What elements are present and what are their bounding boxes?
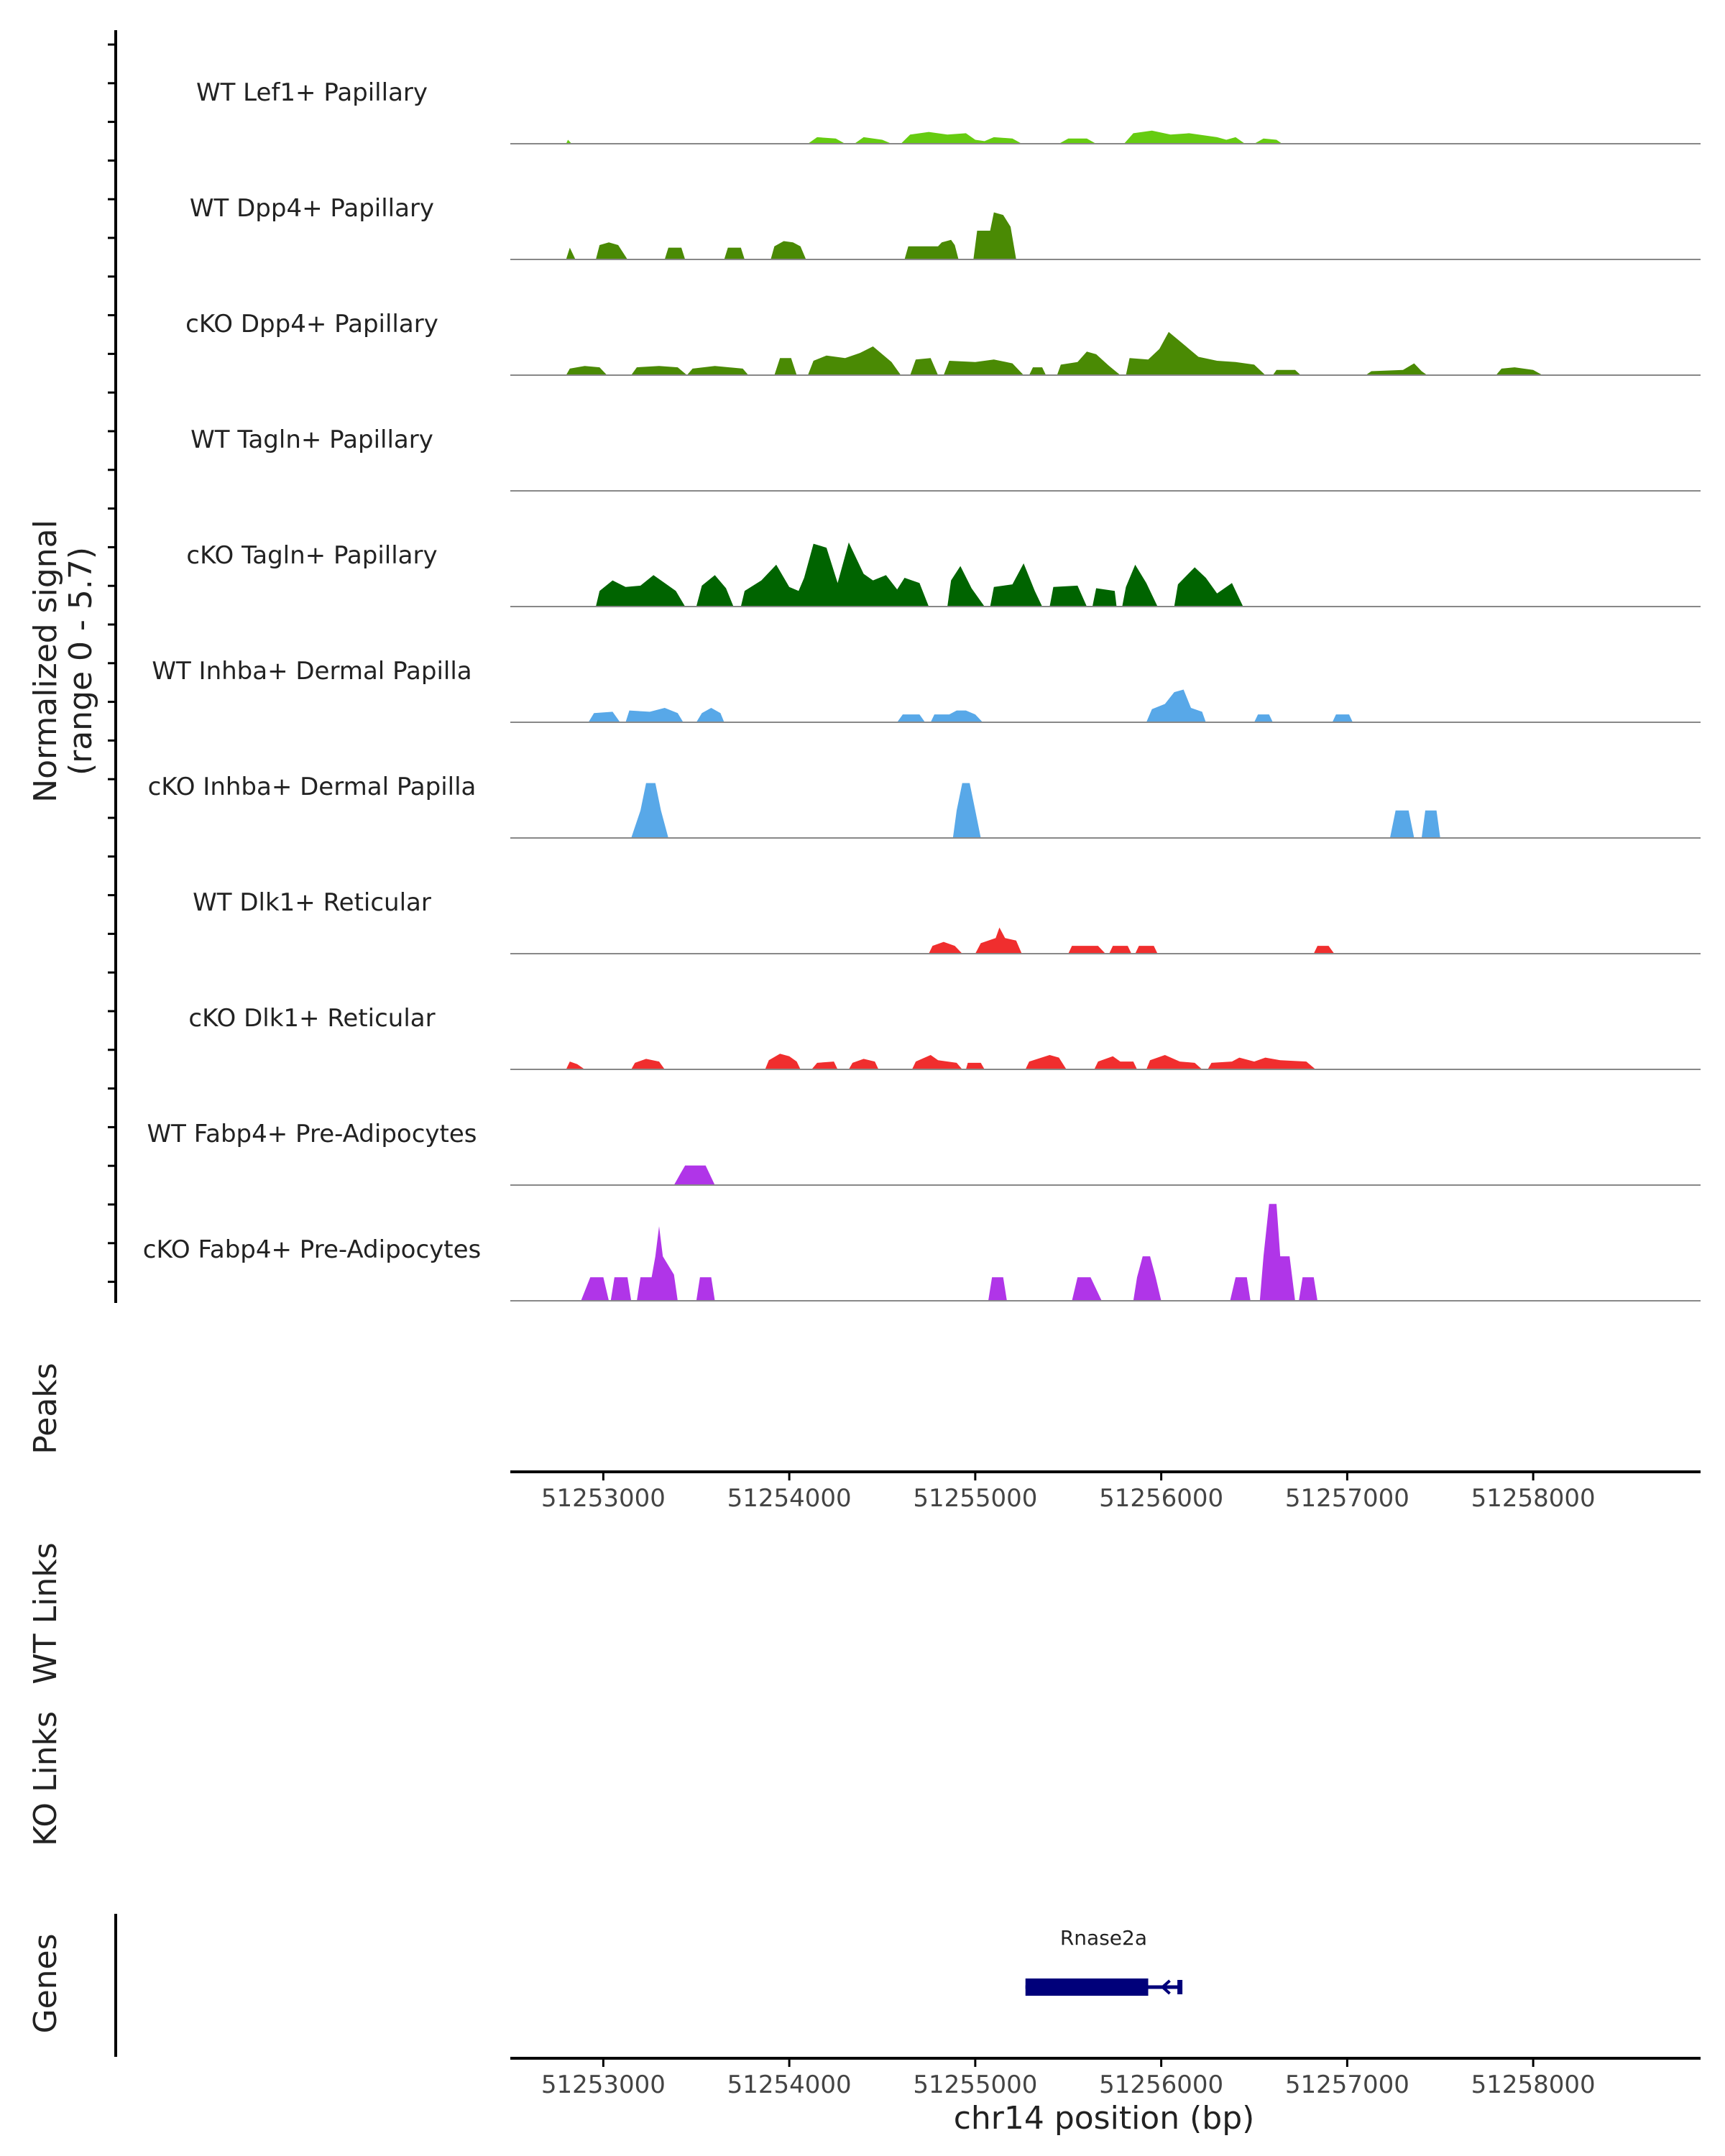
- gene-exon-block: [1025, 1978, 1149, 1996]
- genes-x-tick-label: 51255000: [913, 2070, 1037, 2099]
- coverage-area-wt-inhba-dermal-papilla: [588, 689, 1353, 722]
- genes-panel-label: Genes: [27, 1933, 64, 2033]
- x-axis-peaks: 51253000 51254000 51255000 51256000 51257000…: [510, 1470, 1701, 1513]
- track-label-cko-inhba-dermal-papilla: cKO Inhba+ Dermal Papilla: [148, 773, 477, 801]
- y-axis-title-line2: (range 0 - 5.7): [63, 547, 99, 775]
- peaks-x-tick-label: 51258000: [1471, 1484, 1596, 1513]
- genes-x-tick-label: 51256000: [1099, 2070, 1223, 2099]
- coverage-area-cko-tagln-papillary: [596, 542, 1243, 607]
- coverage-area-cko-dpp4-papillary: [566, 331, 1543, 375]
- coverage-area-cko-fabp4-pre-adipocytes: [581, 1204, 1317, 1301]
- track-label-cko-dlk1-reticular: cKO Dlk1+ Reticular: [188, 1004, 435, 1033]
- peaks-x-tick-label: 51256000: [1099, 1484, 1223, 1513]
- peaks-x-tick-label: 51254000: [727, 1484, 852, 1513]
- coverage-area-wt-lef1-papillary: [566, 130, 1282, 144]
- gene-end-exon: [1177, 1980, 1183, 1994]
- track-label-wt-tagln-papillary: WT Tagln+ Papillary: [190, 425, 433, 454]
- ko-links-panel-label: KO Links: [27, 1711, 64, 1846]
- y-axis-title-line1: Normalized signal: [27, 520, 64, 803]
- coverage-area-wt-dlk1-reticular: [929, 927, 1335, 954]
- peaks-x-tick-label: 51253000: [541, 1484, 666, 1513]
- track-label-wt-inhba-dermal-papilla: WT Inhba+ Dermal Papilla: [152, 657, 472, 686]
- peaks-panel-label: Peaks: [27, 1363, 64, 1454]
- peaks-x-tick-label: 51257000: [1285, 1484, 1409, 1513]
- genes-x-tick-label: 51257000: [1285, 2070, 1409, 2099]
- wt-links-panel-label: WT Links: [27, 1542, 64, 1684]
- track-label-cko-fabp4-pre-adipocytes: cKO Fabp4+ Pre-Adipocytes: [143, 1235, 482, 1264]
- coverage-area-cko-inhba-dermal-papilla: [631, 783, 1440, 838]
- track-label-wt-fabp4-pre-adipocytes: WT Fabp4+ Pre-Adipocytes: [147, 1120, 477, 1148]
- coverage-tracks: WT Lef1+ Papillary WT Dpp4+ Papillary cKO …: [143, 78, 1701, 1302]
- gene-annotation-track: Rnase2a: [1025, 1926, 1183, 1996]
- track-label-wt-dlk1-reticular: WT Dlk1+ Reticular: [193, 888, 431, 917]
- y-axis-title: Normalized signal (range 0 - 5.7): [27, 520, 99, 803]
- genes-x-tick-label: 51258000: [1471, 2070, 1596, 2099]
- gene-label: Rnase2a: [1060, 1926, 1147, 1950]
- genes-x-tick-label: 51253000: [541, 2070, 666, 2099]
- coverage-area-wt-dpp4-papillary: [566, 212, 1016, 259]
- peaks-x-tick-label: 51255000: [913, 1484, 1037, 1513]
- coverage-area-wt-fabp4-pre-adipocytes: [673, 1165, 715, 1185]
- track-label-wt-lef1-papillary: WT Lef1+ Papillary: [196, 78, 428, 107]
- track-label-cko-tagln-papillary: cKO Tagln+ Papillary: [186, 541, 437, 570]
- x-axis-genes: 51253000 51254000 51255000 51256000 51257000…: [510, 2057, 1701, 2099]
- signal-y-axis: [108, 30, 117, 1303]
- genes-x-tick-label: 51254000: [727, 2070, 852, 2099]
- track-label-wt-dpp4-papillary: WT Dpp4+ Papillary: [190, 194, 434, 223]
- x-axis-title: chr14 position (bp): [954, 2100, 1255, 2137]
- gene-strand-arrow: [1160, 1979, 1171, 1995]
- coverage-area-cko-dlk1-reticular: [566, 1054, 1316, 1069]
- track-label-cko-dpp4-papillary: cKO Dpp4+ Papillary: [185, 310, 438, 338]
